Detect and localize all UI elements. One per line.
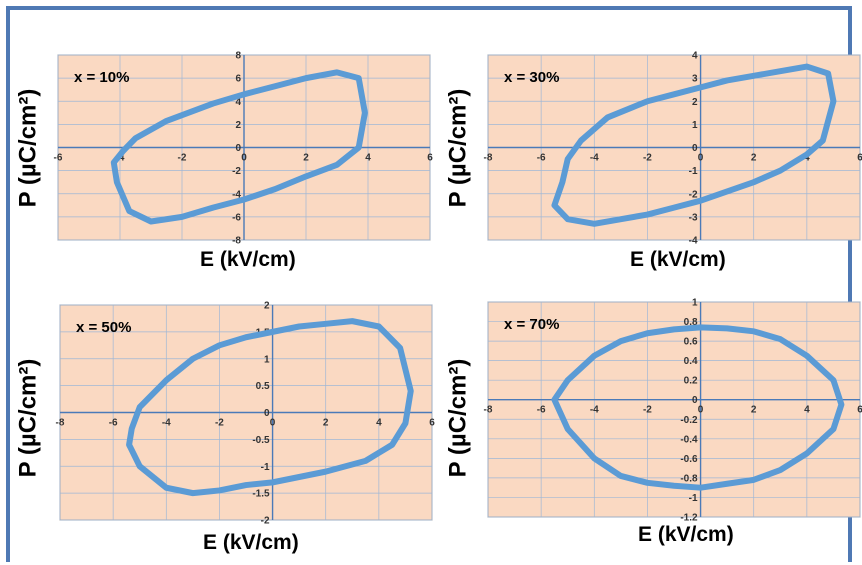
x-tick-label: 4 [376,418,382,429]
y-tick-label: 0.4 [684,356,698,367]
y-tick-label: 1 [692,298,698,309]
y-tick-label: -1.2 [680,513,698,524]
y-tick-label: 0 [692,395,698,406]
y-tick-label: 0.2 [684,376,698,387]
y-tick-label: 3 [692,74,698,85]
x-axis-title: E (kV/cm) [203,531,299,554]
x-tick-label: 6 [429,418,435,429]
y-tick-label: 0 [692,143,698,154]
y-tick-label: 4 [235,97,241,108]
x-tick-label: -8 [484,405,493,416]
x-tick-label: 4 [365,153,371,164]
x-tick-label: -2 [643,153,652,164]
y-tick-label: -2 [261,516,270,527]
panel-label: x = 70% [504,316,559,333]
y-tick-label: 2 [264,301,270,312]
y-tick-label: -1 [689,493,698,504]
y-tick-label: -6 [232,212,241,223]
x-tick-label: 4 [804,405,810,416]
y-tick-label: -1 [689,166,698,177]
panel-label: x = 10% [74,69,129,86]
x-tick-label: -2 [643,405,652,416]
x-tick-label: -4 [162,418,171,429]
panel-label: x = 50% [76,319,131,336]
x-axis-title: E (kV/cm) [200,248,296,271]
x-tick-label: -6 [54,153,63,164]
x-tick-label: 2 [751,405,757,416]
y-tick-label: -3 [689,212,698,223]
y-axis-title: P (µC/cm²) [443,358,471,478]
x-axis-title: E (kV/cm) [638,523,734,546]
y-tick-label: -4 [232,189,241,200]
x-tick-label: 0 [698,405,704,416]
hysteresis-loop [110,69,368,225]
x-tick-label: 4 [804,153,810,164]
y-tick-label: 2 [235,120,241,131]
y-tick-label: 0.5 [256,381,270,392]
y-tick-label: 0.6 [684,337,698,348]
x-tick-label: -6 [537,153,546,164]
y-tick-label: -8 [232,236,241,247]
x-tick-label: 6 [857,405,862,416]
y-tick-label: -4 [689,236,698,247]
y-tick-label: 1 [264,354,270,365]
x-tick-label: -8 [484,153,493,164]
y-tick-label: -0.6 [680,454,698,465]
y-tick-label: 4 [692,51,698,62]
hysteresis-loop [551,324,845,491]
x-tick-label: -2 [178,153,187,164]
y-tick-label: 6 [235,74,241,85]
y-tick-label: 0 [235,143,241,154]
y-tick-label: -0.4 [680,434,698,445]
x-tick-label: -2 [215,418,224,429]
y-tick-label: -2 [689,189,698,200]
y-tick-label: 1 [692,120,698,131]
x-tick-label: 2 [303,153,309,164]
x-tick-label: -4 [590,405,599,416]
y-tick-label: -1 [261,462,270,473]
hysteresis-loop [126,318,414,497]
y-tick-label: 0.8 [684,317,698,328]
x-tick-label: -4 [590,153,599,164]
x-tick-label: -8 [56,418,65,429]
x-tick-label: 6 [857,153,862,164]
figure-frame [6,6,852,562]
hysteresis-loop [551,63,837,227]
x-tick-label: 0 [270,418,276,429]
y-tick-label: 2 [692,97,698,108]
x-tick-label: -6 [537,405,546,416]
y-tick-label: -0.8 [680,473,698,484]
x-tick-label: 6 [427,153,433,164]
x-tick-label: 0 [241,153,247,164]
y-tick-label: -1.5 [252,489,270,500]
x-tick-label: 2 [323,418,329,429]
x-tick-label: 2 [751,153,757,164]
x-tick-label: 0 [698,153,704,164]
y-tick-label: -0.2 [680,415,698,426]
y-tick-label: 8 [235,51,241,62]
y-tick-label: 0 [264,408,270,419]
y-tick-label: -0.5 [252,435,270,446]
panel-label: x = 30% [504,69,559,86]
x-axis-title: E (kV/cm) [630,248,726,271]
x-tick-label: -6 [109,418,118,429]
y-tick-label: -2 [232,166,241,177]
